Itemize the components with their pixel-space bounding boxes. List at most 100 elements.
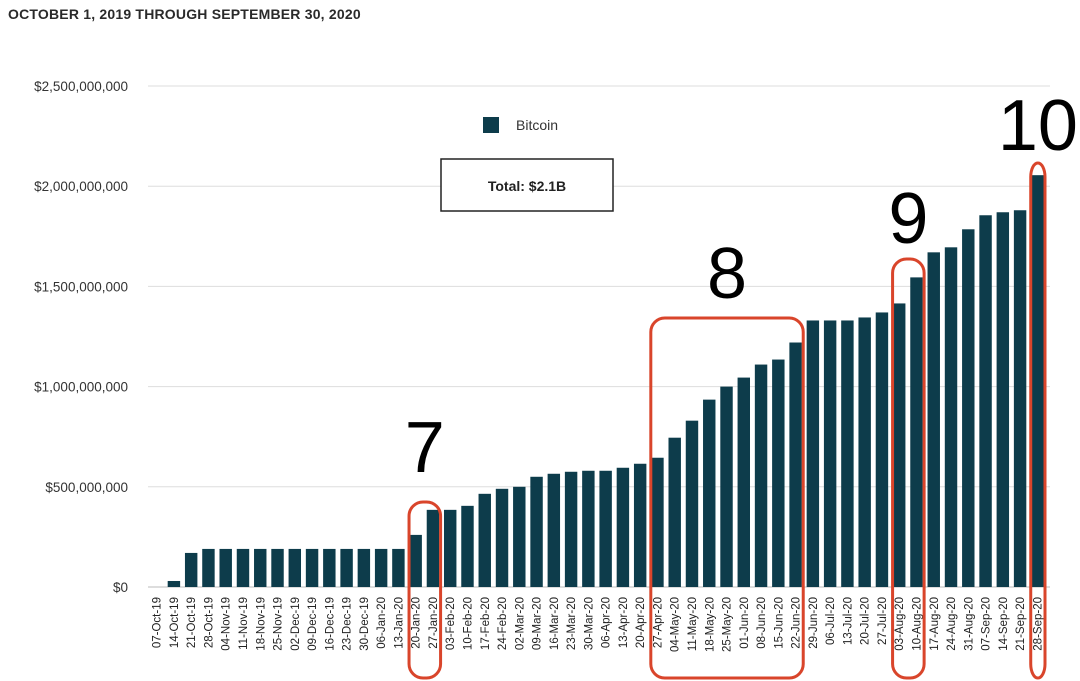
y-tick-label: $500,000,000 [45,480,128,495]
x-tick-label: 06-Jan-20 [376,597,388,649]
bar [1031,175,1044,588]
x-tick-label: 25-Nov-19 [273,597,285,651]
x-tick-label: 07-Oct-19 [152,597,164,648]
bar [564,471,578,587]
x-tick-label: 13-Jan-20 [393,597,405,649]
x-tick-label: 27-Apr-20 [652,597,664,648]
x-tick-label: 20-Jul-20 [860,597,872,645]
x-tick-label: 20-Jan-20 [411,597,423,649]
y-tick-label: $0 [113,580,128,595]
x-tick-label: 18-Nov-19 [255,597,267,651]
total-box-frame [440,158,614,212]
bar [167,580,181,587]
bar [409,534,422,587]
annotation-number: 7 [405,408,445,488]
x-tick-label: 09-Mar-20 [532,597,544,650]
x-tick-label: 10-Feb-20 [462,597,474,650]
annotation-box [1029,161,1047,680]
bar [858,317,871,587]
y-axis-ticks: $0 $500,000,000 $1,000,000,000 $1,500,000,0… [34,79,128,595]
x-tick-label: 18-May-20 [704,597,716,652]
x-tick-label: 10-Aug-20 [911,597,923,651]
bar [944,247,958,587]
total-box: Total: $2.1B [440,158,614,212]
legend-swatch [483,117,499,133]
bar [547,473,561,587]
annotation-number: 10 [998,86,1078,166]
bar [443,509,457,587]
bar [823,320,837,587]
x-tick-label: 30-Dec-19 [359,597,371,651]
y-tick-label: $1,000,000,000 [34,380,128,395]
bar [374,548,388,587]
x-tick-label: 16-Mar-20 [549,597,561,650]
bar [305,548,319,587]
x-tick-label: 23-Mar-20 [566,597,578,650]
x-tick-label: 30-Mar-20 [583,597,595,650]
x-tick-label: 24-Feb-20 [497,597,509,650]
bar [599,470,612,587]
x-tick-label: 01-Jun-20 [739,597,751,649]
bars [167,175,1044,588]
annotation-number: 8 [707,234,747,314]
x-tick-label: 16-Dec-19 [324,597,336,651]
bar [357,548,371,587]
bar [184,552,198,587]
bar [426,509,440,587]
x-tick-label: 02-Mar-20 [514,597,526,650]
bar [772,359,785,587]
x-tick-label: 07-Sep-20 [981,597,993,651]
x-tick-label: 17-Aug-20 [929,597,941,651]
x-tick-label: 04-May-20 [670,597,682,652]
y-tick-label: $1,500,000,000 [34,279,128,294]
bar [996,212,1010,587]
x-tick-label: 14-Oct-19 [169,597,181,648]
x-tick-label: 25-May-20 [722,597,734,652]
bar [737,377,751,587]
bar [962,229,975,587]
x-tick-label: 31-Aug-20 [963,597,975,651]
x-tick-label: 20-Apr-20 [635,597,647,648]
bar [979,215,992,587]
annotation-number: 9 [888,179,928,259]
bar [219,548,232,587]
bar [254,548,267,587]
bar [789,342,802,587]
bar [668,437,681,587]
x-tick-label: 17-Feb-20 [480,597,492,650]
x-tick-label: 11-May-20 [687,597,699,651]
x-axis-ticks: 07-Oct-19 14-Oct-19 21-Oct-19 28-Oct-19 04-N… [152,597,1045,652]
x-tick-label: 13-Apr-20 [618,597,630,648]
x-tick-label: 27-Jul-20 [877,597,889,645]
x-tick-label: 22-Jun-20 [791,597,803,649]
x-tick-label: 28-Sep-20 [1032,597,1044,651]
x-tick-label: 08-Jun-20 [756,597,768,649]
bar [927,252,940,587]
bar [340,548,353,587]
chart-subtitle: OCTOBER 1, 2019 THROUGH SEPTEMBER 30, 20… [8,6,361,22]
bar [633,463,647,587]
bar [495,488,509,587]
bar [875,312,889,587]
x-tick-label: 06-Jul-20 [825,597,837,645]
total-label: Total: $2.1B [488,178,566,194]
bar [703,399,716,587]
x-tick-label: 27-Jan-20 [428,597,440,649]
bar [288,548,302,587]
bar [651,457,664,587]
bar [616,467,630,587]
bar [806,320,820,587]
annotation-box [407,500,443,680]
x-tick-label: 15-Jun-20 [773,597,785,649]
bar [685,420,699,587]
y-tick-label: $2,500,000,000 [34,79,128,94]
bar [202,548,215,587]
y-tick-label: $2,000,000,000 [34,179,128,194]
bar [892,303,906,587]
bar [478,493,491,587]
x-tick-label: 29-Jun-20 [808,597,820,649]
bar [720,386,733,587]
bar [910,277,923,587]
bar [271,548,284,587]
